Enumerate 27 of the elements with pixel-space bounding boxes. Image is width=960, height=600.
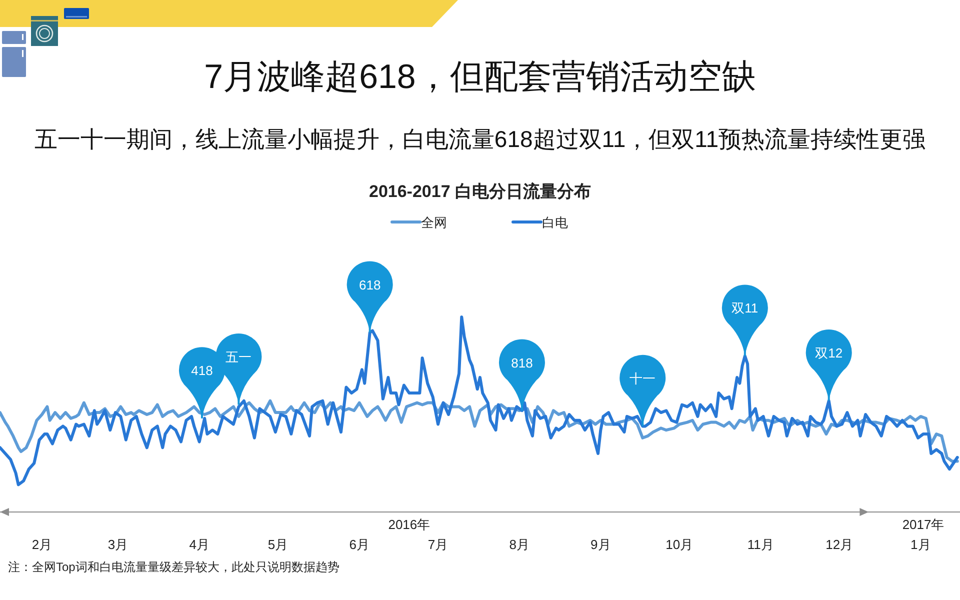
annotation: 十一 xyxy=(630,370,656,386)
x2-tick-label: 2017年 xyxy=(902,517,944,532)
text: 注：全网Top词和白电流量量级差异较大，此处只说明数据趋势 xyxy=(8,560,340,574)
x-tick-label: 11月 xyxy=(747,537,774,552)
x-tick-label: 1月 xyxy=(910,537,931,552)
x-tick-label: 2月 xyxy=(32,537,52,552)
x-tick-label: 6月 xyxy=(349,537,370,552)
x-tick-label: 9月 xyxy=(590,537,611,552)
annotation: 818 xyxy=(511,355,533,370)
chart-subtitle: 五一十一期间，线上流量小幅提升，白电流量618超过双11，但双11预热流量持续性更强 xyxy=(34,126,926,152)
text: 2016-2017 白电分日流量分布 xyxy=(368,182,592,201)
x-tick-label: 8月 xyxy=(509,537,530,552)
x-tick-label: 12月 xyxy=(826,537,854,552)
chart-title: 7月波峰超618，但配套营销活动空缺 xyxy=(204,58,756,96)
x2-tick-label: 2016年 xyxy=(388,517,430,532)
annotation: 418 xyxy=(191,363,213,378)
annotation: 五一 xyxy=(226,349,252,364)
legend-label: 全网 xyxy=(421,215,447,230)
x-tick-label: 7月 xyxy=(428,537,448,552)
x-tick-label: 3月 xyxy=(108,537,128,552)
annotation: 双11 xyxy=(732,300,758,316)
x-tick-label: 10月 xyxy=(666,537,694,552)
x-tick-label: 5月 xyxy=(268,537,288,552)
annotation: 双12 xyxy=(815,346,843,361)
legend-label: 白电 xyxy=(542,215,568,230)
x-tick-label: 4月 xyxy=(189,537,210,552)
annotation: 618 xyxy=(358,277,381,292)
